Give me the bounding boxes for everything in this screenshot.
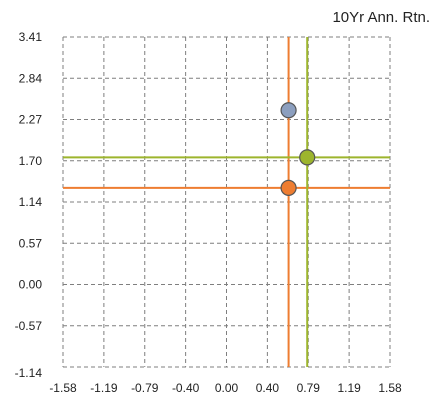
y-axis-title: 10Yr Ann. Rtn. xyxy=(332,9,430,26)
y-tick-label: 2.84 xyxy=(19,71,43,85)
y-tick-label: 1.14 xyxy=(19,195,43,209)
grid xyxy=(62,36,391,368)
y-tick-label: 2.27 xyxy=(19,113,43,127)
x-tick-label: 1.58 xyxy=(378,381,402,395)
x-tick-label: 0.40 xyxy=(256,381,280,395)
x-tick-label: 1.19 xyxy=(337,381,361,395)
y-tick-label: -0.57 xyxy=(15,319,43,333)
data-points xyxy=(280,102,316,196)
scatter-point xyxy=(299,149,316,166)
y-tick-label: 0.57 xyxy=(19,236,43,250)
y-tick-label: -1.14 xyxy=(15,366,43,380)
x-tick-label: -1.19 xyxy=(90,381,118,395)
y-tick-label: 0.00 xyxy=(19,278,43,292)
x-tick-label: 0.79 xyxy=(297,381,321,395)
x-tick-label: -0.79 xyxy=(131,381,159,395)
y-axis-tick-labels: 3.41 2.84 2.27 1.70 1.14 0.57 0.00 -0.57 -1.14 xyxy=(15,30,43,380)
reference-lines xyxy=(63,37,390,367)
scatter-point xyxy=(280,102,297,119)
x-tick-label: -1.58 xyxy=(49,381,77,395)
scatter-point xyxy=(280,179,297,196)
x-tick-label: 0.00 xyxy=(215,381,239,395)
x-tick-label: -0.40 xyxy=(172,381,200,395)
y-tick-label: 1.70 xyxy=(19,154,43,168)
x-axis-tick-labels: -1.58 -1.19 -0.79 -0.40 0.00 0.40 0.79 1.19 1.58 xyxy=(49,381,402,395)
y-tick-label: 3.41 xyxy=(19,30,43,44)
